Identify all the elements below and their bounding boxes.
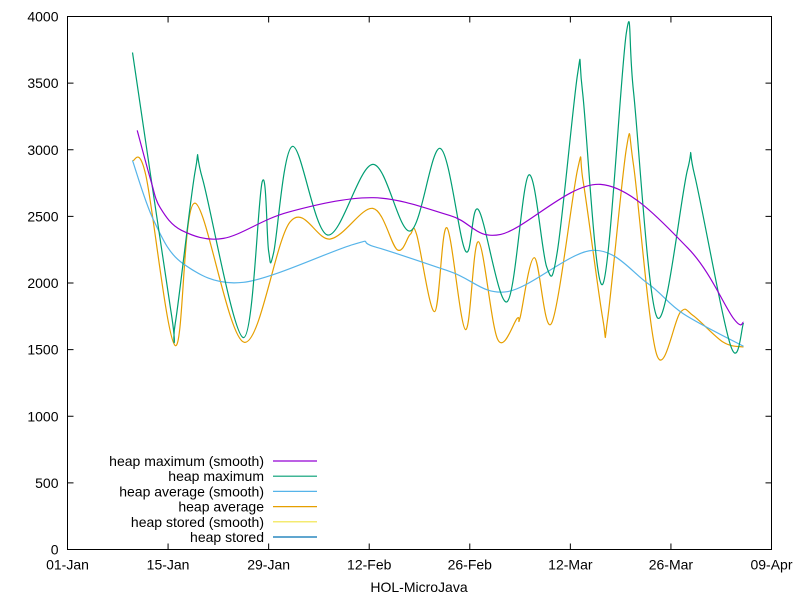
series-line-heap-average-smooth (131, 160, 744, 347)
legend-label: heap stored (190, 529, 264, 545)
y-tick-label: 2000 (27, 275, 58, 291)
x-tick-label: 12-Feb (347, 557, 392, 573)
series-lines (131, 21, 745, 361)
x-tick-label: 26-Mar (649, 557, 694, 573)
x-tick-label: 26-Feb (448, 557, 493, 573)
series-line-heap-maximum (131, 21, 745, 354)
legend-label: heap stored (smooth) (131, 514, 264, 530)
legend-label: heap maximum (168, 468, 264, 484)
series-line-heap-average (131, 133, 744, 361)
y-tick-label: 3000 (27, 142, 58, 158)
x-axis: 01-Jan 15-Jan 29-Jan 12-Feb 26-Feb 12-Mar 26-M… (46, 16, 793, 573)
legend-label: heap average (178, 499, 264, 515)
x-tick-label: 01-Jan (46, 557, 89, 573)
x-axis-label: HOL-MicroJava (370, 579, 467, 595)
legend-label: heap average (smooth) (119, 483, 264, 499)
y-tick-label: 4000 (27, 9, 58, 25)
y-tick-label: 2500 (27, 208, 58, 224)
series-line-heap-maximum-smooth (136, 130, 744, 326)
y-axis: 0 500 1000 1500 2000 2500 3000 3500 4000 (27, 9, 772, 558)
y-tick-label: 1000 (27, 408, 58, 424)
y-tick-label: 500 (35, 475, 59, 491)
y-tick-label: 1500 (27, 342, 58, 358)
x-tick-label: 12-Mar (548, 557, 593, 573)
y-tick-label: 0 (51, 542, 59, 558)
legend-label: heap maximum (smooth) (109, 453, 264, 469)
x-tick-label: 15-Jan (147, 557, 190, 573)
x-tick-label: 09-Apr (750, 557, 792, 573)
y-tick-label: 3500 (27, 75, 58, 91)
x-tick-label: 29-Jan (247, 557, 290, 573)
